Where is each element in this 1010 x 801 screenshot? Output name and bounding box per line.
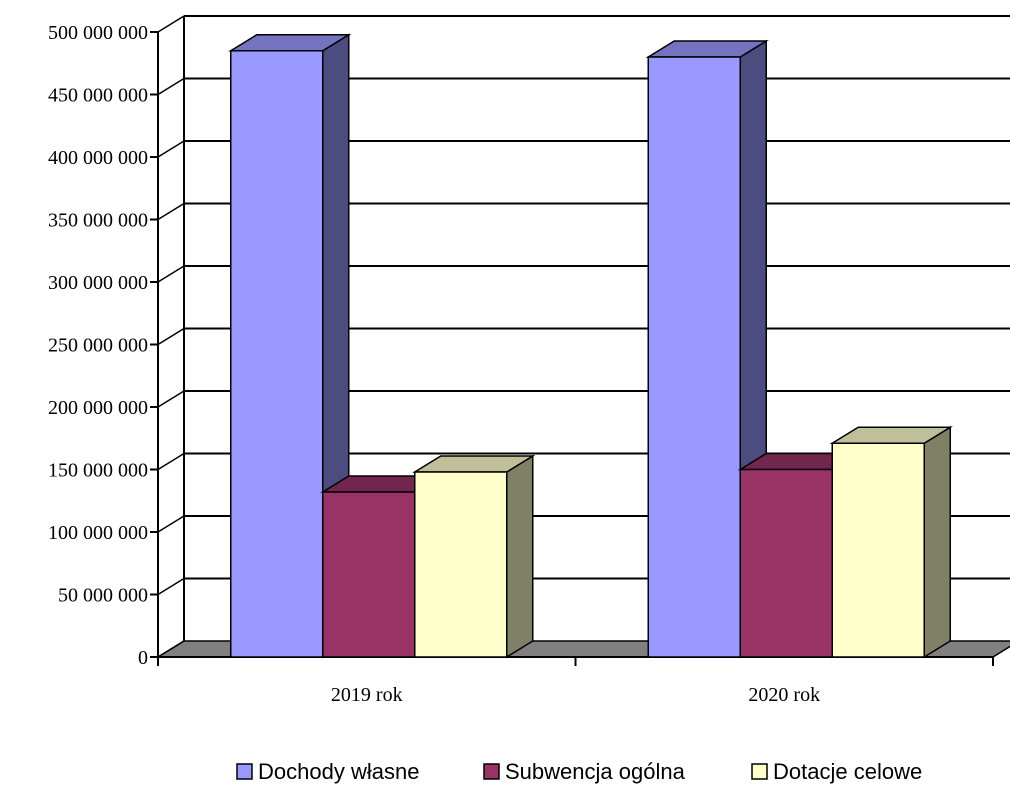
bar-front [647,56,741,658]
side-wall-line [157,515,185,533]
side-wall-line [157,390,185,408]
y-tick-label: 350 000 000 [48,210,148,232]
legend-item: Dochody własne [236,759,419,784]
bar [228,33,352,659]
legend-label: Dotacje celowe [773,759,922,784]
bar-side [506,454,534,659]
legend-swatch [751,763,768,780]
legend-item: Subwencja ogólna [483,759,686,784]
y-tick-label: 50 000 000 [58,585,148,607]
y-tick-label: 250 000 000 [48,335,148,357]
category-label: 2019 rok [331,684,403,706]
y-tick-label: 150 000 000 [48,460,148,482]
side-wall-line [157,577,185,596]
y-tick-label: 0 [138,647,148,669]
side-wall-line [157,77,185,96]
side-wall-line [157,327,185,346]
y-tick-labels: 0 50 000 000 100 000 000 150 000 000 200 000… [48,22,148,669]
side-wall-line [157,15,185,33]
legend-swatch [483,763,500,780]
side-wall-line [157,202,185,221]
y-tick-label: 500 000 000 [48,22,148,44]
legend-swatch [236,763,253,780]
legend: Dochody własne Subwencja ogólna Dotacje ce… [236,759,922,784]
category-label: 2020 rok [748,684,820,706]
y-tick-label: 100 000 000 [48,522,148,544]
y-tick-label: 400 000 000 [48,147,148,169]
y-tick-label: 300 000 000 [48,272,148,294]
side-wall-line [157,265,185,283]
side-wall-line [157,140,185,158]
legend-item: Dotacje celowe [751,759,922,784]
bar-front [230,50,324,658]
y-tick-label: 450 000 000 [48,85,148,107]
side-wall-line [157,640,185,658]
side-wall-line [157,452,185,471]
legend-label: Dochody własne [258,759,419,784]
legend-label: Subwencja ogólna [505,759,686,784]
bar-front [831,442,925,658]
bar-side [923,425,951,659]
bar [412,454,536,659]
bar [829,425,953,659]
category-labels: 2019 rok 2020 rok [331,684,820,706]
bar-front [739,468,833,658]
y-tick-label: 200 000 000 [48,397,148,419]
bars [228,33,953,659]
bar-front [414,471,508,658]
bar-front [322,491,416,658]
